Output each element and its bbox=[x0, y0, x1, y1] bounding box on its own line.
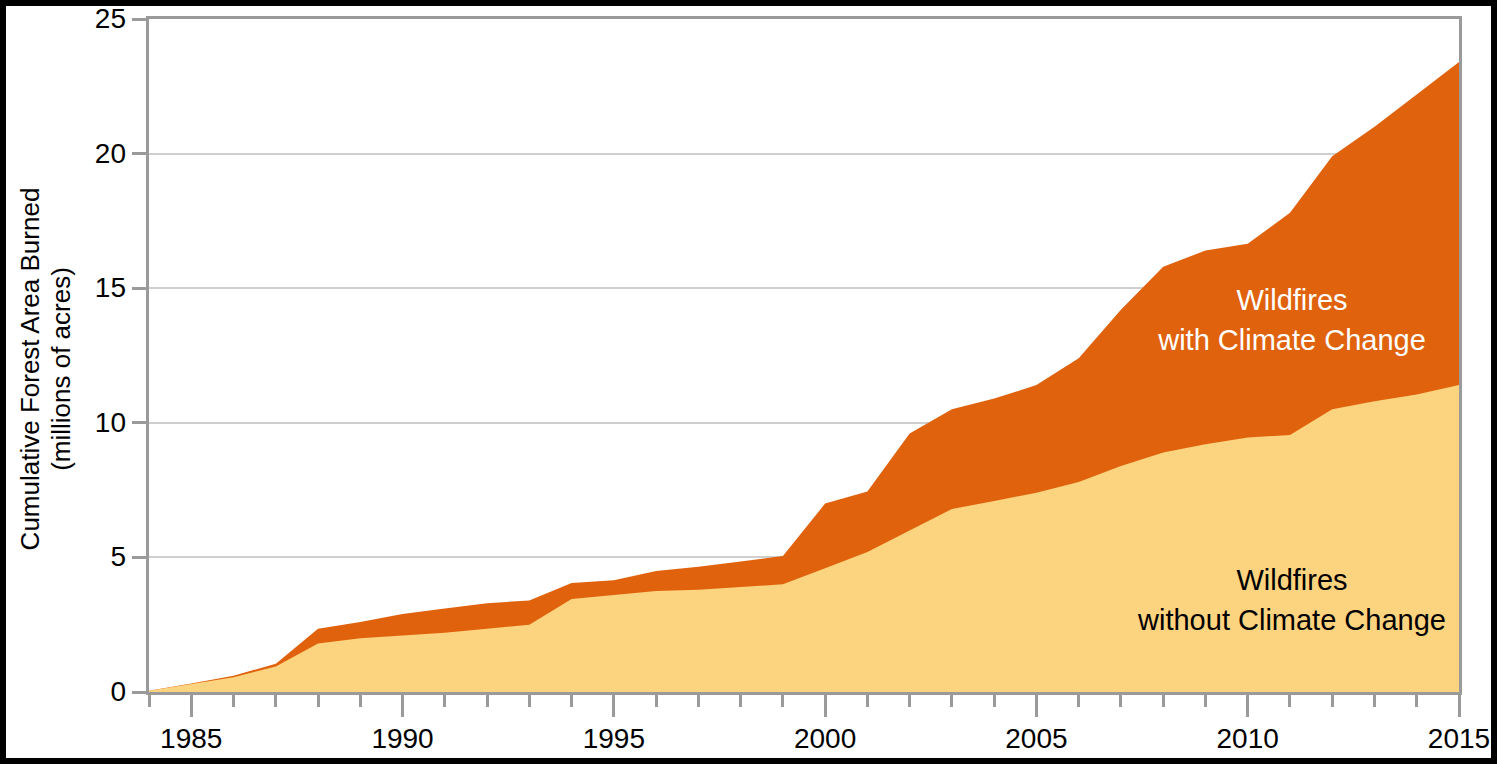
x-tick-label-2010: 2010 bbox=[1193, 722, 1303, 756]
x-minor-tick-1998 bbox=[739, 695, 742, 707]
x-minor-tick-1989 bbox=[359, 695, 362, 707]
x-major-tick-1995 bbox=[612, 695, 615, 717]
x-minor-tick-1988 bbox=[317, 695, 320, 707]
wildfire-cumulative-area-chart: Cumulative Forest Area Burned (millions … bbox=[0, 0, 1497, 764]
x-minor-tick-2001 bbox=[866, 695, 869, 707]
y-tick-label-10: 10 bbox=[66, 407, 126, 439]
x-major-tick-1985 bbox=[190, 695, 193, 717]
x-minor-tick-1987 bbox=[274, 695, 277, 707]
label-with-line2: with Climate Change bbox=[1062, 320, 1497, 360]
x-tick-label-2015: 2015 bbox=[1404, 722, 1497, 756]
y-tick-25 bbox=[132, 18, 146, 21]
label-with-line1: Wildfires bbox=[1062, 280, 1497, 320]
y-tick-label-0: 0 bbox=[66, 676, 126, 708]
x-minor-tick-1999 bbox=[781, 695, 784, 707]
x-major-tick-1990 bbox=[401, 695, 404, 717]
x-tick-label-1990: 1990 bbox=[348, 722, 458, 756]
x-minor-tick-1994 bbox=[570, 695, 573, 707]
x-major-tick-2000 bbox=[824, 695, 827, 717]
y-axis-title: Cumulative Forest Area Burned (millions … bbox=[15, 19, 77, 719]
y-tick-label-25: 25 bbox=[66, 3, 126, 35]
x-minor-tick-2014 bbox=[1415, 695, 1418, 707]
x-minor-tick-2011 bbox=[1288, 695, 1291, 707]
label-wildfires-with-climate-change: Wildfires with Climate Change bbox=[1062, 280, 1497, 360]
y-tick-10 bbox=[132, 421, 146, 424]
x-tick-label-2000: 2000 bbox=[770, 722, 880, 756]
x-minor-tick-2009 bbox=[1204, 695, 1207, 707]
label-wildfires-without-climate-change: Wildfires without Climate Change bbox=[1062, 560, 1497, 640]
y-axis-title-line2: (millions of acres) bbox=[46, 19, 77, 719]
x-minor-tick-1986 bbox=[232, 695, 235, 707]
x-major-tick-2005 bbox=[1035, 695, 1038, 717]
x-minor-tick-2006 bbox=[1077, 695, 1080, 707]
y-tick-label-20: 20 bbox=[66, 138, 126, 170]
x-major-tick-2010 bbox=[1246, 695, 1249, 717]
y-tick-20 bbox=[132, 152, 146, 155]
x-minor-tick-2012 bbox=[1331, 695, 1334, 707]
x-minor-tick-2007 bbox=[1119, 695, 1122, 707]
x-minor-tick-1991 bbox=[443, 695, 446, 707]
x-minor-tick-2003 bbox=[950, 695, 953, 707]
x-minor-tick-1996 bbox=[655, 695, 658, 707]
label-without-line2: without Climate Change bbox=[1062, 600, 1497, 640]
y-tick-15 bbox=[132, 287, 146, 290]
y-tick-0 bbox=[132, 691, 146, 694]
x-major-tick-2015 bbox=[1458, 695, 1461, 717]
y-tick-label-15: 15 bbox=[66, 272, 126, 304]
x-minor-tick-2013 bbox=[1373, 695, 1376, 707]
x-tick-label-2005: 2005 bbox=[981, 722, 1091, 756]
x-minor-tick-2002 bbox=[908, 695, 911, 707]
y-axis-title-line1: Cumulative Forest Area Burned bbox=[15, 19, 46, 719]
label-without-line1: Wildfires bbox=[1062, 560, 1497, 600]
y-tick-5 bbox=[132, 556, 146, 559]
x-minor-tick-1992 bbox=[486, 695, 489, 707]
x-minor-tick-2008 bbox=[1162, 695, 1165, 707]
y-tick-label-5: 5 bbox=[66, 541, 126, 573]
x-minor-tick-2004 bbox=[993, 695, 996, 707]
x-tick-label-1995: 1995 bbox=[559, 722, 669, 756]
x-tick-label-1985: 1985 bbox=[136, 722, 246, 756]
x-minor-tick-1984 bbox=[148, 695, 151, 707]
x-minor-tick-1993 bbox=[528, 695, 531, 707]
x-minor-tick-1997 bbox=[697, 695, 700, 707]
